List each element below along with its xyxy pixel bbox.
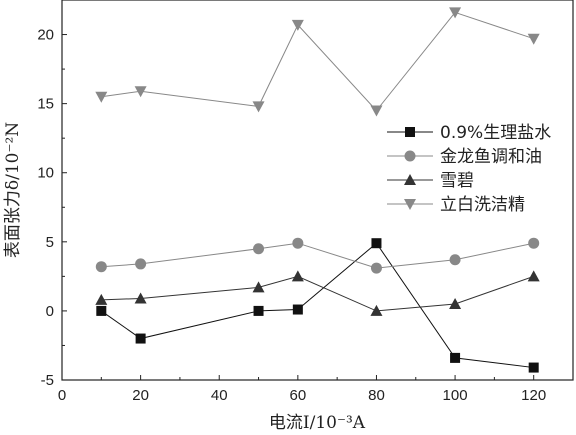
data-point — [135, 333, 146, 344]
x-tick-label: 60 — [290, 387, 307, 404]
series-3 — [95, 270, 540, 316]
series-line — [101, 242, 534, 269]
series-line — [101, 11, 534, 112]
data-point — [449, 298, 462, 309]
legend-label: 0.9%生理盐水 — [440, 123, 551, 143]
legend-item: 立白洗洁精 — [387, 195, 525, 215]
y-axis-label: 表面张力δ/10⁻²N — [3, 122, 23, 258]
x-tick-label: 20 — [132, 387, 149, 404]
data-point — [95, 261, 107, 273]
series-4 — [95, 7, 540, 117]
series-2 — [95, 237, 540, 274]
data-point — [370, 304, 383, 316]
y-tick-label: 15 — [37, 96, 54, 113]
data-point — [292, 304, 303, 315]
data-point — [252, 281, 265, 293]
data-point — [527, 270, 540, 282]
y-tick-label: 10 — [37, 165, 54, 182]
data-point — [370, 262, 382, 274]
y-tick-label: 20 — [37, 27, 54, 44]
series-1 — [96, 238, 539, 373]
series-layer — [95, 7, 540, 373]
legend-item: 雪碧 — [387, 171, 474, 191]
data-point — [95, 91, 108, 103]
legend-marker — [405, 127, 415, 137]
data-point — [135, 258, 147, 270]
data-point — [292, 237, 304, 249]
x-tick-label: 120 — [521, 387, 546, 404]
legend-marker — [404, 150, 416, 162]
data-point — [134, 86, 147, 98]
legend-marker — [404, 174, 416, 185]
x-axis-label: 电流I/10⁻³A — [269, 413, 366, 433]
x-tick-label: 100 — [443, 387, 468, 404]
data-point — [527, 33, 540, 45]
data-point — [370, 105, 383, 117]
data-point — [450, 352, 461, 363]
x-tick-label: 80 — [368, 387, 385, 404]
data-point — [449, 7, 462, 19]
x-tick-label: 0 — [58, 387, 66, 404]
x-tick-label: 40 — [211, 387, 228, 404]
data-point — [371, 238, 382, 249]
data-point — [252, 101, 265, 113]
data-point — [528, 362, 539, 373]
data-point — [253, 305, 264, 316]
data-point — [449, 254, 461, 266]
y-tick-label: 0 — [46, 303, 54, 320]
series-line — [101, 242, 534, 369]
data-point — [291, 19, 304, 31]
data-point — [253, 243, 265, 255]
legend-item: 0.9%生理盐水 — [387, 123, 551, 143]
legend-label: 金龙鱼调和油 — [440, 147, 542, 167]
y-axis-ticks: -5 0 5 10 15 20 — [37, 27, 67, 389]
data-point — [134, 292, 147, 304]
legend-marker — [404, 199, 416, 210]
data-point — [528, 237, 540, 249]
legend-item: 金龙鱼调和油 — [387, 147, 542, 167]
legend-label: 雪碧 — [440, 171, 474, 191]
data-point — [95, 293, 108, 305]
plot-frame — [61, 0, 574, 381]
series-line — [101, 275, 534, 312]
y-tick-label: -5 — [41, 372, 54, 389]
data-point — [96, 305, 107, 316]
legend-label: 立白洗洁精 — [440, 195, 525, 215]
y-tick-label: 5 — [46, 234, 54, 251]
x-axis-ticks: 0 20 40 60 80 100 120 — [58, 375, 546, 404]
data-point — [291, 270, 304, 282]
